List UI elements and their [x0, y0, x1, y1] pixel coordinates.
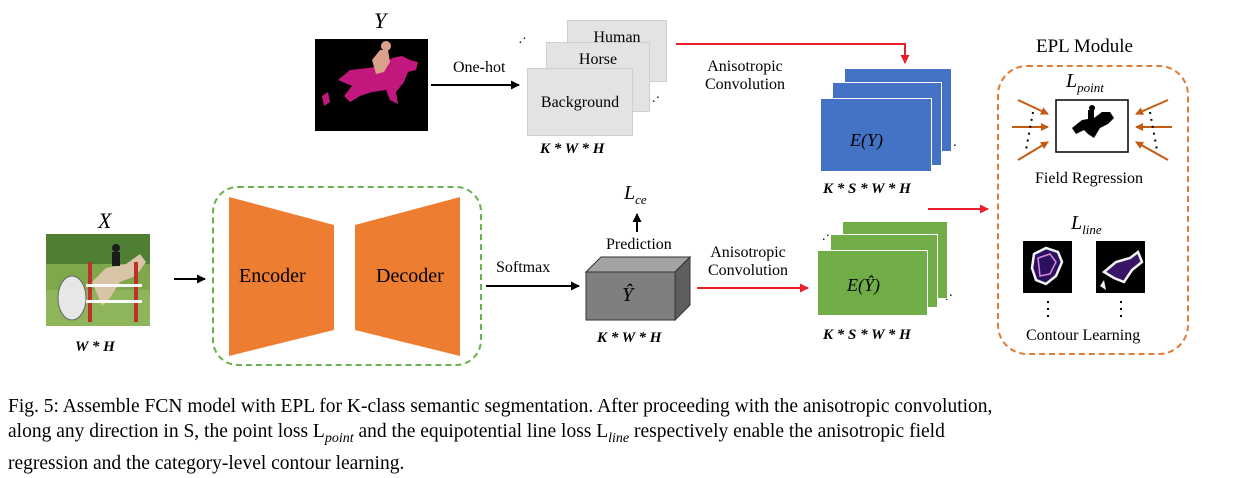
softmax-label: Softmax [496, 259, 551, 276]
svg-text:.·: .· [519, 32, 526, 47]
epl-module-box [997, 65, 1189, 355]
l-point-label: Lpoint [1066, 70, 1104, 95]
dim-onehot: K * W * H [540, 141, 605, 157]
ey-label: E(Y) [850, 130, 883, 150]
y-hat-label: Ŷ [622, 284, 634, 306]
caption-line-2: along any direction in S, the point loss… [8, 421, 945, 446]
encoder-label: Encoder [239, 265, 306, 287]
svg-text:.·: .· [949, 139, 957, 154]
decoder-shape [355, 197, 460, 356]
contour-image [1023, 241, 1145, 317]
dim-input: W * H [75, 339, 115, 355]
y-symbol: Y [374, 8, 387, 33]
eyhat-label: E(Ŷ) [847, 275, 880, 295]
svg-text:.·: .· [822, 229, 830, 244]
prediction-label: Prediction [606, 236, 672, 253]
horse-mask-image [315, 39, 428, 131]
field-regression-panel [1012, 99, 1172, 161]
channel-label: Horse [578, 51, 618, 68]
contour-learning-label: Contour Learning [1026, 327, 1141, 344]
channel-card-background: Background [527, 68, 633, 136]
channel-label: Background [540, 94, 620, 111]
dim-pred: K * W * H [597, 330, 662, 346]
aniso-label-top: Anisotropic Convolution [705, 58, 786, 93]
encoder-decoder-box [212, 186, 482, 366]
caption-line-1: Fig. 5: Assemble FCN model with EPL for … [8, 396, 993, 417]
dim-eyhat: K * S * W * H [823, 327, 911, 343]
svg-text:.·: .· [652, 91, 660, 106]
encoder-shape [229, 197, 334, 356]
l-ce-label: Lce [624, 182, 647, 207]
decoder-label: Decoder [376, 265, 444, 287]
eyhat-map-front [817, 250, 928, 316]
epl-module-title: EPL Module [1036, 36, 1133, 57]
x-symbol: X [98, 208, 112, 233]
diagram-canvas: .· .· [46, 32, 1172, 356]
l-line-label: Lline [1071, 212, 1102, 237]
channel-label: Human [593, 29, 641, 46]
horse-photo-image [46, 234, 150, 326]
one-hot-label: One-hot [453, 59, 506, 76]
field-regression-label: Field Regression [1035, 170, 1143, 187]
dim-ey: K * S * W * H [823, 181, 911, 197]
figure-caption: Fig. 5: Assemble FCN model with EPL for … [8, 394, 1234, 476]
ey-map-front [820, 98, 932, 172]
caption-line-3: regression and the category-level contou… [8, 452, 405, 474]
svg-text:.·: .· [945, 289, 953, 304]
prediction-prism [584, 255, 692, 322]
aniso-label-bottom: Anisotropic Convolution [708, 244, 789, 279]
